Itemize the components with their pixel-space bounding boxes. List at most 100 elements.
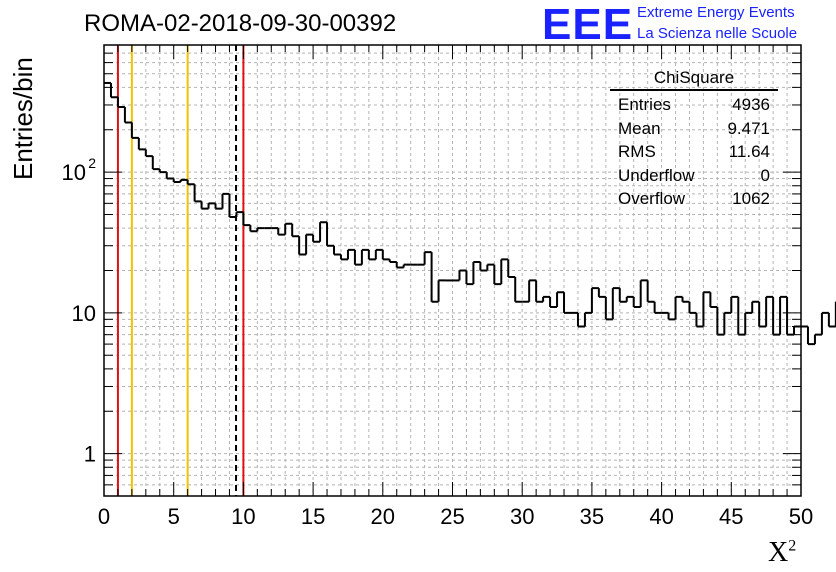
stats-label: RMS <box>618 142 656 161</box>
histogram-bin <box>751 300 760 313</box>
histogram-bin <box>333 245 341 256</box>
histogram-bin <box>402 263 411 268</box>
stats-label: Underflow <box>618 165 695 185</box>
histogram-bin <box>806 326 815 346</box>
stats-label: Entries <box>618 95 671 114</box>
stats-row-overflow: Overflow 1062 <box>610 187 778 211</box>
histogram-bin <box>646 280 655 303</box>
histogram-bin <box>639 279 648 308</box>
stats-value: 11.64 <box>728 142 770 161</box>
x-tick-label: 35 <box>580 504 604 529</box>
histogram-bin <box>172 178 181 184</box>
histogram-bin <box>688 301 697 314</box>
histogram-bin <box>395 261 404 269</box>
histogram-bin <box>388 259 397 263</box>
grid <box>104 45 801 496</box>
stats-value: 0 <box>760 165 770 185</box>
logo-mark: EEE <box>542 0 634 49</box>
histogram-bin <box>472 260 481 285</box>
histogram-bin <box>319 221 328 242</box>
histogram-bin <box>542 295 551 302</box>
histogram-bin <box>813 333 822 345</box>
histogram-bin <box>381 249 390 261</box>
histogram-bin <box>144 149 153 158</box>
x-axis-label-superscript: 2 <box>788 537 797 555</box>
x-tick-label: 40 <box>649 504 673 529</box>
x-tick-label: 50 <box>789 504 813 529</box>
y-tick-label: 1 <box>84 442 96 467</box>
histogram-bin <box>716 307 725 336</box>
histogram-bin <box>207 202 216 209</box>
histogram-bin <box>360 248 369 265</box>
histogram-bin <box>214 203 223 210</box>
stats-label: Mean <box>618 118 661 138</box>
histogram-bin <box>737 296 746 336</box>
histogram-bin <box>437 279 446 302</box>
histogram-bin <box>465 270 474 286</box>
x-tick-label: 0 <box>98 504 110 529</box>
histogram-bin <box>137 137 146 151</box>
x-tick-label: 5 <box>168 504 180 529</box>
histogram-bin <box>653 301 662 314</box>
histogram-bin <box>583 311 592 327</box>
histogram-bin <box>786 296 795 336</box>
histogram-bin <box>618 288 627 303</box>
histogram-bin <box>277 228 286 236</box>
x-tick-label: 45 <box>719 504 743 529</box>
histogram-bin <box>528 279 537 302</box>
histogram-bin <box>507 259 516 278</box>
histogram-bin <box>312 234 321 243</box>
histogram-bin <box>576 312 585 328</box>
histogram-bin <box>228 193 237 218</box>
x-tick-label: 20 <box>371 504 395 529</box>
histogram-bin <box>291 223 300 238</box>
histogram-bin <box>151 156 160 171</box>
stats-row-underflow: Underflow 0 <box>610 164 778 188</box>
histogram-bin <box>298 236 307 256</box>
histogram-bin <box>186 179 195 186</box>
stats-value: 4936 <box>732 95 770 114</box>
histogram-bin <box>256 227 265 232</box>
histogram-bin <box>514 276 523 303</box>
histogram-bin <box>123 107 132 124</box>
histogram-bin <box>556 291 565 308</box>
histogram-bin <box>827 312 836 328</box>
histogram-bin <box>667 312 676 321</box>
histogram-bin <box>130 122 139 139</box>
x-axis-label-text: X <box>768 537 789 568</box>
histogram-bin <box>221 192 230 209</box>
histogram-bin <box>423 251 432 265</box>
histogram-bin <box>353 249 362 266</box>
x-axis-label: X2 <box>768 537 796 569</box>
histogram-bin <box>549 296 558 309</box>
histogram-bin <box>235 211 244 217</box>
chart-title: ROMA-02-2018-09-30-00392 <box>84 10 397 37</box>
histogram-bin <box>305 233 314 255</box>
histogram-bin <box>820 311 829 335</box>
stats-title: ChiSquare <box>610 68 778 91</box>
histogram-bin <box>674 295 683 320</box>
reference-lines <box>116 45 245 496</box>
histogram-bin <box>758 301 767 328</box>
histogram-bin <box>625 295 634 302</box>
histogram-bin <box>339 254 348 261</box>
y-tick-label: 10 <box>62 160 86 185</box>
stats-value: 9.471 <box>727 118 770 138</box>
histogram-bin <box>563 292 571 314</box>
logo-line-2: La Scienza nelle Scuole <box>637 25 798 42</box>
histogram-bin <box>779 295 788 335</box>
histogram-bin <box>193 184 202 203</box>
histogram-bin <box>430 252 439 303</box>
histogram-bin <box>109 82 118 99</box>
x-tick-label: 25 <box>440 504 464 529</box>
histogram-bin <box>709 292 718 309</box>
histogram-bin <box>744 311 753 335</box>
histogram-bin <box>604 296 613 321</box>
histogram-bin <box>611 287 620 320</box>
histogram-bin <box>597 288 606 298</box>
histogram-bin <box>326 222 335 247</box>
histogram-bin <box>632 296 641 309</box>
histogram-bin <box>772 296 781 336</box>
